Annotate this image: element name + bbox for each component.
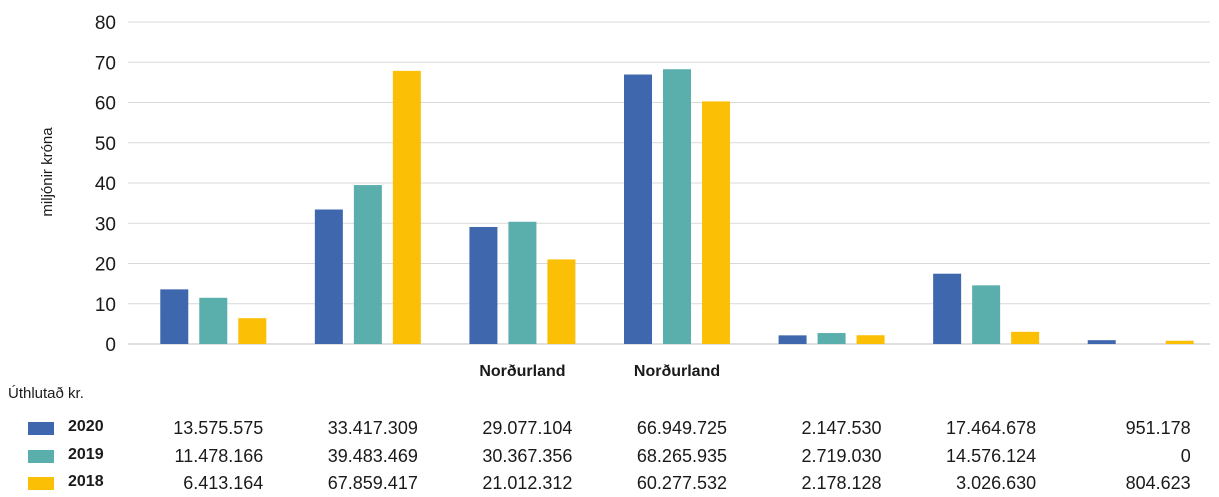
legend-label-2018: 2018 xyxy=(68,473,104,490)
y-tick-label-20: 20 xyxy=(95,255,116,276)
bar-2019-3 xyxy=(663,69,691,344)
table-cell-2018-0: 6.413.164 xyxy=(183,473,264,493)
y-axis-label: miljónir króna xyxy=(39,127,56,217)
table-cell-2018-2: 21.012.312 xyxy=(482,473,573,493)
y-tick-label-80: 80 xyxy=(95,13,116,34)
y-tick-label-50: 50 xyxy=(95,134,116,155)
y-tick-label-40: 40 xyxy=(95,174,116,195)
bar-2020-4 xyxy=(778,335,807,344)
bar-2019-5 xyxy=(972,285,1001,344)
table-cell-2018-1: 67.859.417 xyxy=(327,473,418,493)
bar-2018-3 xyxy=(702,101,730,344)
table-cell-2019-1: 39.483.469 xyxy=(327,446,418,466)
legend-swatch-2019 xyxy=(28,450,54,463)
bar-2019-1 xyxy=(353,185,382,344)
bar-2019-4 xyxy=(817,333,846,344)
bar-2020-6 xyxy=(1087,340,1116,344)
bar-2018-5 xyxy=(1011,331,1040,344)
table-cell-2019-5: 14.576.124 xyxy=(946,446,1037,466)
table-row-2020: 2020 13.575.575 33.417.309 29.077.104 66.949… xyxy=(0,418,1219,442)
table-caption: Úthlutað kr. xyxy=(8,385,84,402)
y-tick-label-60: 60 xyxy=(95,94,116,115)
bar-2020-0 xyxy=(160,289,189,344)
table-cell-2020-2: 29.077.104 xyxy=(482,418,573,438)
y-tick-label-10: 10 xyxy=(95,295,116,316)
category-labels: VesturlandVestfirðirNorðurlandvestraNorð… xyxy=(479,363,720,380)
y-axis-ticks: 0 10 20 30 40 50 60 70 80 xyxy=(95,13,116,356)
table-row-2018: 2018 6.413.164 67.859.417 21.012.312 60.277.… xyxy=(0,473,1219,497)
table-cell-2020-5: 17.464.678 xyxy=(946,418,1037,438)
legend-swatch-2018 xyxy=(28,477,54,490)
bar-2020-3 xyxy=(624,74,652,345)
bar-2018-6 xyxy=(1165,340,1194,344)
table-cell-2018-5: 3.026.630 xyxy=(956,473,1037,493)
table-cell-2018-3: 60.277.532 xyxy=(636,473,727,493)
legend-swatch-2020 xyxy=(28,422,54,435)
bar-2018-2 xyxy=(547,259,576,344)
legend-label-2020: 2020 xyxy=(68,418,104,435)
table-cell-2018-4: 2.178.128 xyxy=(801,473,882,493)
bar-2020-5 xyxy=(933,273,962,344)
table-cell-2019-2: 30.367.356 xyxy=(482,446,573,466)
bars xyxy=(160,69,1194,345)
y-tick-label-30: 30 xyxy=(95,214,116,235)
table-cell-2019-3: 68.265.935 xyxy=(636,446,727,466)
table-cell-2018-6: 804.623 xyxy=(1125,473,1191,493)
category-label-2: Norðurlandvestra xyxy=(479,363,565,380)
bar-2019-2 xyxy=(508,221,537,344)
bar-2018-1 xyxy=(392,70,421,344)
table-cell-2020-6: 951.178 xyxy=(1125,418,1191,438)
table-cell-2019-6: 0 xyxy=(1180,446,1191,466)
bar-chart: 0 10 20 30 40 50 60 70 80 VesturlandVestfirðirNo… xyxy=(39,13,1210,380)
bar-2018-4 xyxy=(856,335,885,344)
table-cell-2020-1: 33.417.309 xyxy=(327,418,418,438)
table-cell-2020-0: 13.575.575 xyxy=(173,418,264,438)
table-cell-2019-0: 11.478.166 xyxy=(174,446,264,466)
table-cell-2020-3: 66.949.725 xyxy=(636,418,727,438)
bar-2018-0 xyxy=(238,318,267,344)
table-cell-2020-4: 2.147.530 xyxy=(801,418,882,438)
y-tick-label-0: 0 xyxy=(105,335,116,356)
table-cell-2019-4: 2.719.030 xyxy=(801,446,882,466)
table-row-2019: 2019 11.478.166 39.483.469 30.367.356 68.265… xyxy=(0,446,1219,470)
legend-label-2019: 2019 xyxy=(68,446,104,463)
category-label-3: Norðurlandeystra xyxy=(634,363,720,380)
bar-2019-0 xyxy=(199,297,228,344)
bar-2020-1 xyxy=(314,209,343,344)
y-tick-label-70: 70 xyxy=(95,53,116,74)
bar-2020-2 xyxy=(469,226,498,344)
